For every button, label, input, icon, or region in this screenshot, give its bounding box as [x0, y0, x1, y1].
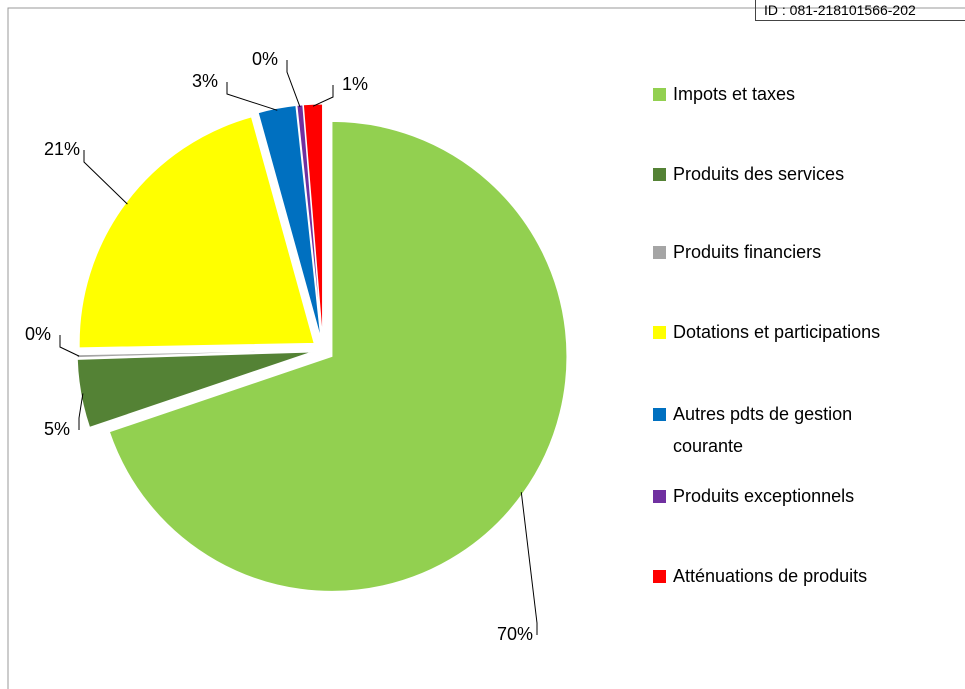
- id-label: ID : 081-218101566-202: [755, 0, 965, 21]
- leader-line: [83, 150, 128, 205]
- data-label: 21%: [44, 139, 80, 159]
- legend-item: Autres pdts de gestion courante: [653, 398, 923, 462]
- legend-item: Produits exceptionnels: [653, 480, 923, 512]
- leader-line: [520, 492, 538, 635]
- leader-line: [286, 60, 301, 108]
- data-label: 70%: [497, 624, 533, 644]
- legend-label: Autres pdts de gestion courante: [673, 404, 853, 456]
- data-label: 0%: [25, 324, 51, 344]
- legend-swatch: [653, 246, 666, 259]
- legend-swatch: [653, 88, 666, 101]
- data-label: 5%: [44, 419, 70, 439]
- legend-swatch: [653, 168, 666, 181]
- pie-slice: [257, 104, 322, 340]
- leader-line: [312, 85, 334, 107]
- legend-label: Produits financiers: [673, 242, 822, 262]
- legend-swatch: [653, 408, 666, 421]
- data-label: 0%: [252, 49, 278, 69]
- legend-item: Dotations et participations: [653, 316, 923, 348]
- legend-label: Atténuations de produits: [673, 566, 868, 586]
- legend-label: Produits des services: [673, 164, 845, 184]
- chart-frame: [7, 7, 965, 689]
- pie-slice: [76, 351, 313, 429]
- legend-label: Produits exceptionnels: [673, 486, 855, 506]
- legend-swatch: [653, 326, 666, 339]
- leader-line: [78, 393, 84, 430]
- legend-swatch: [653, 490, 666, 503]
- legend-label: Dotations et participations: [673, 322, 881, 342]
- legend-item: Produits des services: [653, 158, 923, 190]
- legend-item: Atténuations de produits: [653, 560, 923, 592]
- pie-slice: [302, 103, 324, 340]
- pie-slice: [108, 120, 568, 592]
- data-label: 3%: [192, 71, 218, 91]
- data-label: 1%: [342, 74, 368, 94]
- legend-label: Impots et taxes: [673, 84, 796, 104]
- pie-slice: [296, 104, 323, 340]
- leader-line: [59, 335, 80, 357]
- legend-item: Impots et taxes: [653, 78, 923, 110]
- legend-swatch: [653, 570, 666, 583]
- leader-line: [226, 82, 278, 111]
- legend-item: Produits financiers: [653, 236, 923, 268]
